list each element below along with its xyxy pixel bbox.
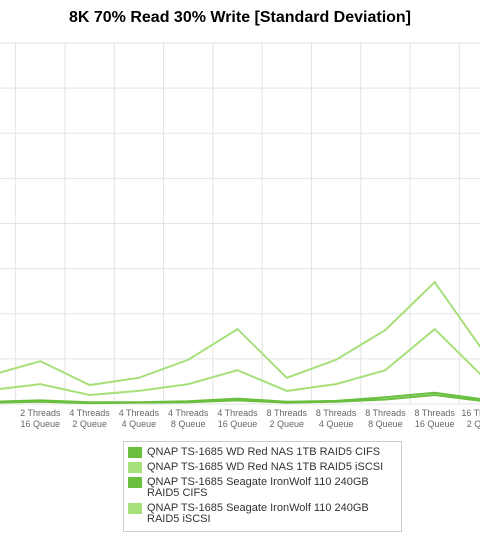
x-tick-label: 2 Queue bbox=[270, 419, 305, 429]
x-tick-label: 4 Threads bbox=[168, 408, 209, 418]
x-tick-label: 16 Queue bbox=[21, 419, 61, 429]
x-tick-label: 4 Threads bbox=[217, 408, 258, 418]
legend: QNAP TS-1685 WD Red NAS 1TB RAID5 CIFS QN… bbox=[123, 441, 402, 532]
legend-item[interactable]: QNAP TS-1685 Seagate IronWolf 110 240GB … bbox=[124, 475, 401, 501]
x-tick-label: 8 Threads bbox=[316, 408, 357, 418]
x-tick-label: 8 Threads bbox=[267, 408, 308, 418]
legend-item[interactable]: QNAP TS-1685 WD Red NAS 1TB RAID5 CIFS bbox=[124, 445, 401, 460]
legend-item[interactable]: QNAP TS-1685 Seagate IronWolf 110 240GB … bbox=[124, 501, 401, 527]
x-tick-label: 4 Threads bbox=[69, 408, 110, 418]
series-line bbox=[0, 327, 480, 396]
x-tick-label: 2 Queue bbox=[467, 419, 480, 429]
x-tick-label: 4 Threads bbox=[119, 408, 160, 418]
x-tick-label: 8 Queue bbox=[368, 419, 403, 429]
x-tick-label: 4 Queue bbox=[122, 419, 157, 429]
x-tick-label: 16 Threads bbox=[461, 408, 480, 418]
chart-title: 8K 70% Read 30% Write [Standard Deviatio… bbox=[69, 9, 411, 26]
legend-swatch bbox=[128, 477, 142, 488]
legend-label: QNAP TS-1685 WD Red NAS 1TB RAID5 CIFS bbox=[147, 446, 381, 458]
x-tick-label: 8 Queue bbox=[171, 419, 206, 429]
legend-swatch bbox=[128, 462, 142, 473]
legend-label: QNAP TS-1685 Seagate IronWolf 110 240GB … bbox=[147, 476, 369, 499]
legend-label: QNAP TS-1685 Seagate IronWolf 110 240GB … bbox=[147, 502, 369, 525]
x-tick-label: 8 Threads bbox=[365, 408, 406, 418]
x-tick-label: 4 Queue bbox=[319, 419, 354, 429]
legend-swatch bbox=[128, 503, 142, 514]
chart: 8K 70% Read 30% Write [Standard Deviatio… bbox=[0, 9, 480, 429]
x-tick-label: 16 Queue bbox=[218, 419, 258, 429]
series-line bbox=[0, 280, 480, 387]
legend-label: QNAP TS-1685 WD Red NAS 1TB RAID5 iSCSI bbox=[147, 461, 384, 473]
x-tick-label: 2 Threads bbox=[20, 408, 61, 418]
x-tick-label: 16 Queue bbox=[415, 419, 455, 429]
x-tick-label: 2 Queue bbox=[72, 419, 107, 429]
legend-swatch bbox=[128, 447, 142, 458]
series-line bbox=[0, 391, 480, 404]
series-line bbox=[0, 393, 480, 405]
x-tick-label: 8 Threads bbox=[415, 408, 456, 418]
legend-item[interactable]: QNAP TS-1685 WD Red NAS 1TB RAID5 iSCSI bbox=[124, 460, 401, 475]
